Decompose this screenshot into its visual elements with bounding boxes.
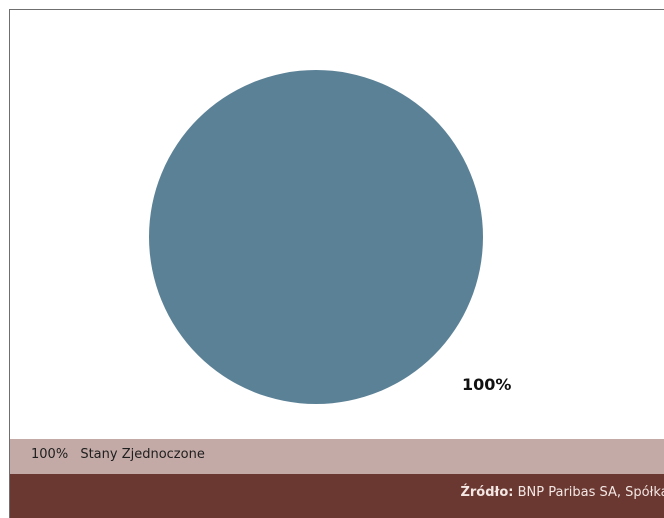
chart-frame: 100% 100% Stany Zjednoczone Źródło: BNP … — [9, 9, 664, 518]
legend-entry: 100% Stany Zjednoczone — [31, 447, 205, 462]
pie-slice — [149, 70, 483, 404]
source-name: BNP Paribas SA, Spółka 1 — [517, 485, 664, 500]
pie-chart: 100% — [149, 70, 511, 404]
chart-canvas: 100% — [149, 70, 511, 404]
source-note: Źródło: BNP Paribas SA, Spółka 1 — [460, 485, 664, 500]
legend-bar: 100% Stany Zjednoczone — [10, 439, 664, 474]
source-bar: Źródło: BNP Paribas SA, Spółka 1 — [10, 474, 664, 518]
legend-category: Stany Zjednoczone — [80, 447, 205, 462]
legend-value: 100% — [31, 447, 69, 462]
slice-data-label: 100% — [462, 375, 511, 394]
source-label: Źródło: — [460, 485, 514, 500]
